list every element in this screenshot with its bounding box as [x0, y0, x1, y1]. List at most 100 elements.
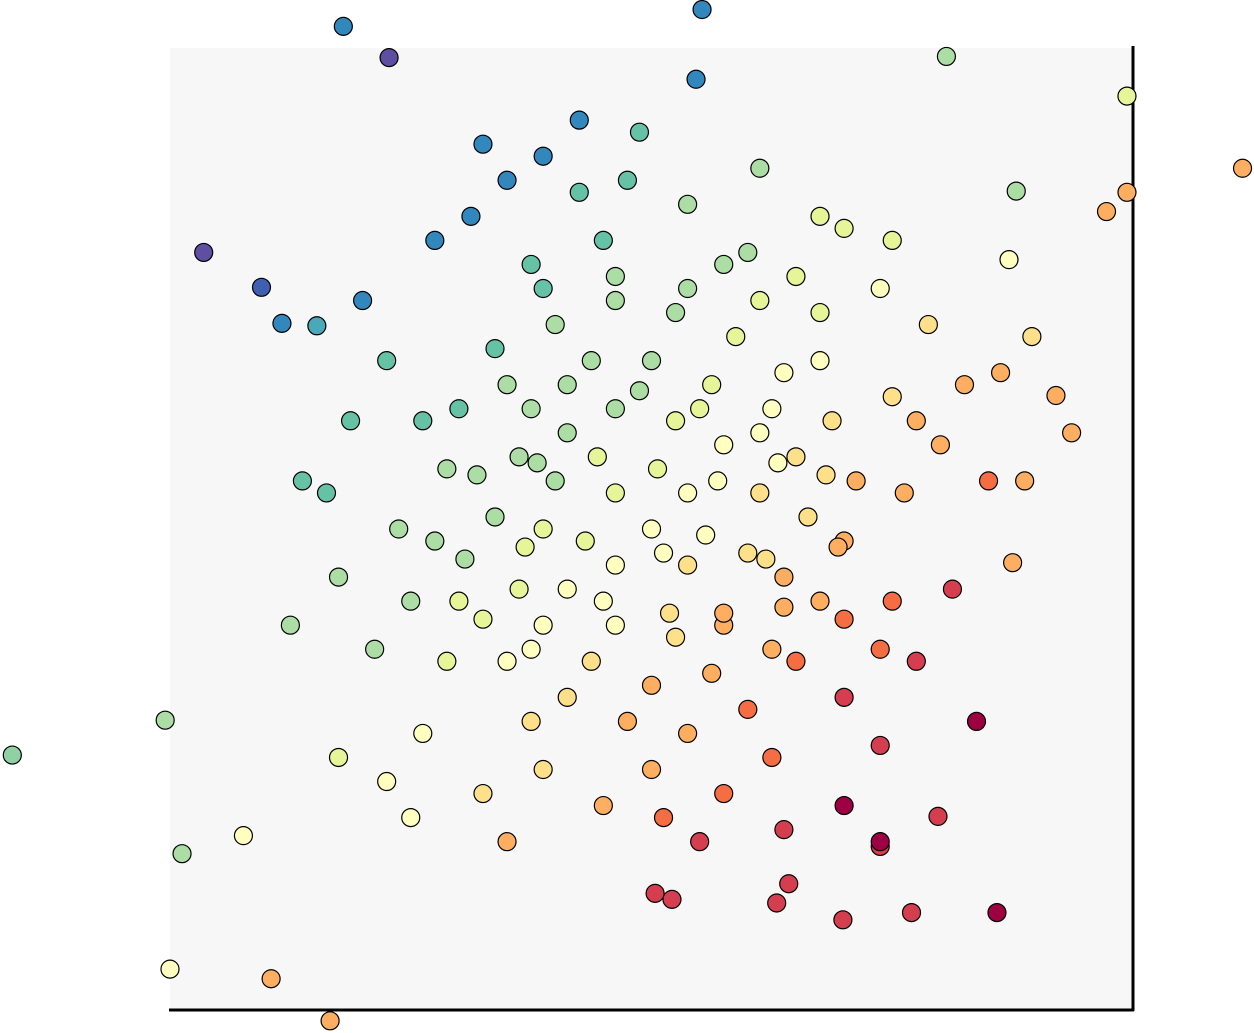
point	[605, 615, 625, 635]
point	[738, 242, 758, 263]
point	[810, 206, 830, 226]
point	[377, 771, 397, 792]
point	[437, 459, 457, 479]
point	[1096, 201, 1117, 222]
point	[353, 290, 373, 311]
point	[1006, 181, 1026, 201]
point	[678, 278, 698, 299]
point	[545, 471, 565, 491]
point	[834, 609, 854, 629]
point	[413, 411, 433, 431]
point	[662, 889, 682, 909]
point	[629, 381, 650, 401]
point	[617, 711, 638, 732]
point	[696, 525, 716, 545]
point	[545, 314, 565, 335]
point	[509, 579, 529, 599]
point	[928, 806, 948, 826]
point	[870, 278, 890, 299]
point	[557, 687, 577, 707]
point	[816, 465, 836, 485]
point	[714, 435, 734, 455]
point	[575, 531, 595, 551]
point	[605, 555, 625, 575]
point	[251, 277, 272, 297]
point	[521, 711, 541, 732]
point	[756, 549, 776, 569]
point	[2, 745, 22, 765]
point	[750, 290, 770, 311]
point	[1232, 158, 1253, 178]
point	[1003, 553, 1023, 573]
point	[750, 423, 770, 443]
point	[379, 48, 399, 68]
point	[690, 399, 710, 419]
point	[726, 327, 746, 347]
point	[527, 453, 547, 473]
point	[936, 46, 957, 67]
point	[894, 483, 914, 503]
point	[449, 399, 469, 419]
point	[569, 182, 589, 202]
point	[641, 519, 662, 539]
point	[593, 795, 613, 816]
point	[485, 339, 505, 359]
point	[641, 759, 662, 780]
point	[870, 832, 890, 852]
point	[557, 579, 577, 599]
point	[665, 627, 686, 647]
point	[320, 1011, 340, 1031]
point	[261, 969, 281, 989]
point	[678, 555, 698, 575]
point	[155, 710, 175, 730]
point	[605, 290, 625, 311]
point	[533, 146, 553, 166]
point	[822, 411, 842, 431]
point	[1062, 423, 1082, 443]
point	[990, 363, 1011, 383]
point	[647, 459, 668, 479]
point	[557, 423, 577, 443]
point	[906, 651, 926, 671]
point	[497, 832, 517, 852]
point	[798, 507, 818, 527]
point	[714, 254, 734, 275]
point	[942, 579, 963, 599]
point	[966, 711, 987, 732]
point	[690, 832, 710, 852]
point	[786, 266, 806, 287]
point	[557, 375, 577, 395]
point	[485, 507, 505, 527]
point	[762, 399, 782, 419]
point	[833, 910, 853, 930]
point	[653, 807, 674, 828]
point	[641, 351, 662, 371]
point	[810, 302, 830, 323]
point	[882, 591, 902, 611]
point	[665, 302, 686, 323]
point	[828, 537, 848, 557]
point	[702, 375, 722, 395]
point	[521, 399, 541, 419]
point	[918, 314, 938, 335]
point	[708, 471, 728, 491]
point	[834, 795, 854, 816]
point	[509, 447, 529, 467]
point	[762, 747, 782, 768]
point	[425, 230, 445, 250]
point	[328, 747, 349, 768]
point	[738, 543, 758, 563]
point	[455, 549, 475, 569]
point	[461, 206, 481, 226]
point	[834, 218, 854, 238]
point	[617, 170, 638, 190]
point	[738, 699, 758, 719]
point	[870, 735, 890, 756]
point	[605, 483, 625, 503]
point	[774, 363, 794, 383]
point	[641, 675, 662, 695]
point	[665, 411, 686, 431]
point	[1022, 327, 1042, 347]
point	[901, 902, 922, 923]
point	[401, 591, 421, 611]
